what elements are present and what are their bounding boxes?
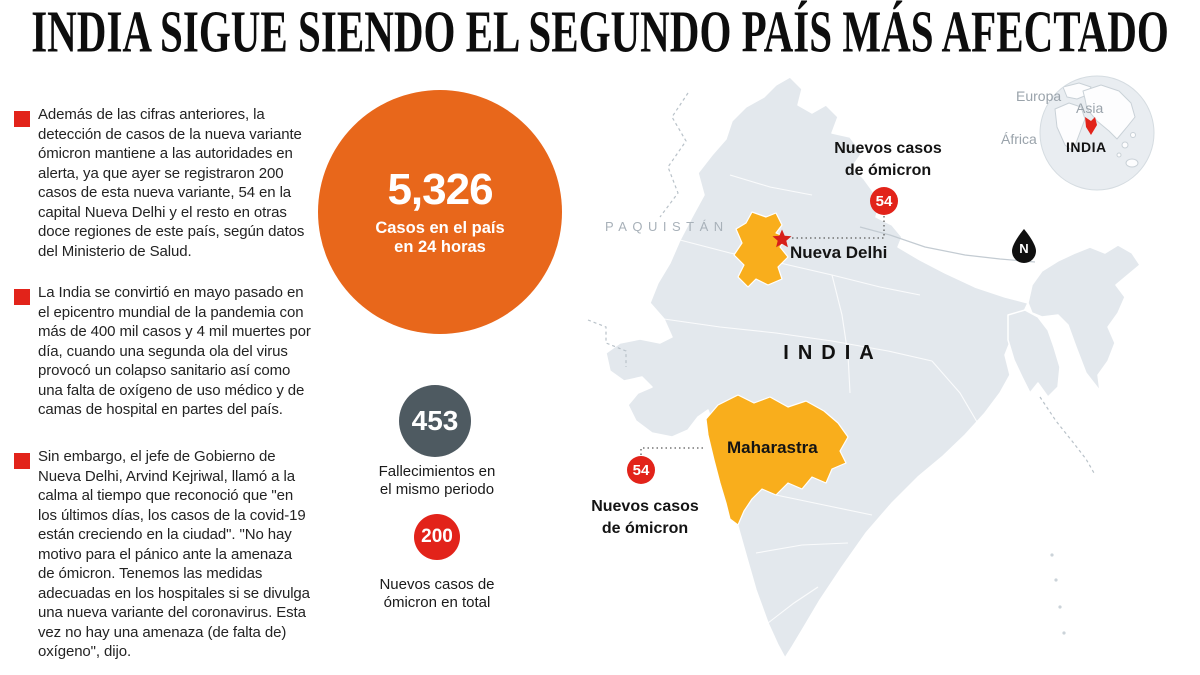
state-borders xyxy=(663,174,981,624)
leader-lines xyxy=(640,216,885,455)
nepal-border-line xyxy=(859,226,1036,263)
stat-label-line: en 24 horas xyxy=(394,238,486,256)
stat-caption-deaths: Fallecimientos en el mismo periodo xyxy=(337,463,537,499)
north-arrow-label: N xyxy=(1019,241,1029,256)
globe-inset-icon xyxy=(1039,75,1155,191)
bullet-square xyxy=(14,453,30,469)
dashed-borders xyxy=(587,92,1095,474)
paragraph-3: Sin embargo, el jefe de Gobierno de Nuev… xyxy=(38,448,310,660)
pakistan-label: PAQUISTÁN xyxy=(605,219,729,234)
stat-circle-cases: 5,326 Casos en el país en 24 horas xyxy=(318,90,562,334)
callout-line: de ómicron xyxy=(844,162,932,179)
globe-europa-label: Europa xyxy=(1016,88,1062,104)
nueva-delhi-label: Nueva Delhi xyxy=(790,243,888,262)
stat-circle-deaths: 453 xyxy=(399,385,471,457)
state-haryana-highlight xyxy=(733,211,789,288)
stat-value-cases: 5,326 xyxy=(387,165,493,214)
stat-caption-line: ómicron en total xyxy=(383,594,491,611)
stat-caption-line: Nuevos casos de xyxy=(379,576,495,593)
north-arrow-icon xyxy=(1012,229,1036,263)
title-bar: INDIA SIGUE SIENDO EL SEGUNDO PAÍS MÁS A… xyxy=(0,2,1200,64)
callout-line: Nuevos casos xyxy=(591,498,699,515)
andaman-islands xyxy=(1050,553,1066,635)
stat-label-cases: Casos en el país en 24 horas xyxy=(375,219,504,257)
stat-caption-line: el mismo periodo xyxy=(379,481,495,498)
maharastra-label: Maharastra xyxy=(727,438,818,457)
bangladesh-landmass xyxy=(1007,309,1061,398)
badge-delhi-cases: 54 xyxy=(870,187,898,215)
state-maharashtra-highlight xyxy=(705,394,849,526)
stat-value-deaths: 453 xyxy=(411,405,459,436)
stat-caption-omicron: Nuevos casos de ómicron en total xyxy=(337,576,537,612)
india-map xyxy=(587,76,1141,659)
bullet-square xyxy=(14,111,30,127)
paragraph-1: Además de las cifras anteriores, la dete… xyxy=(38,106,305,260)
stat-caption-line: Fallecimientos en xyxy=(378,463,496,480)
globe-africa-label: África xyxy=(1001,131,1037,147)
delhi-star-icon xyxy=(772,229,792,248)
callout-line: de ómicron xyxy=(601,520,689,537)
stat-circle-omicron: 200 xyxy=(414,514,460,560)
stat-value-omicron: 200 xyxy=(421,526,453,547)
callout-maharastra-label: Nuevos casos de ómicron xyxy=(545,496,745,540)
callout-line: Nuevos casos xyxy=(834,140,942,157)
india-country-label: INDIA xyxy=(783,342,883,364)
globe-india-label: INDIA xyxy=(1066,139,1107,155)
page-title: INDIA SIGUE SIENDO EL SEGUNDO PAÍS MÁS A… xyxy=(31,0,1169,66)
bullet-square xyxy=(14,289,30,305)
paragraph-2: La India se convirtió en mayo pasado en … xyxy=(38,284,311,418)
globe-asia-label: Asia xyxy=(1076,100,1104,116)
globe-india-highlight xyxy=(1085,117,1097,135)
callout-delhi-label: Nuevos casos de ómicron xyxy=(788,138,988,182)
badge-maharastra-cases: 54 xyxy=(627,456,655,484)
stat-label-line: Casos en el país xyxy=(375,219,505,237)
